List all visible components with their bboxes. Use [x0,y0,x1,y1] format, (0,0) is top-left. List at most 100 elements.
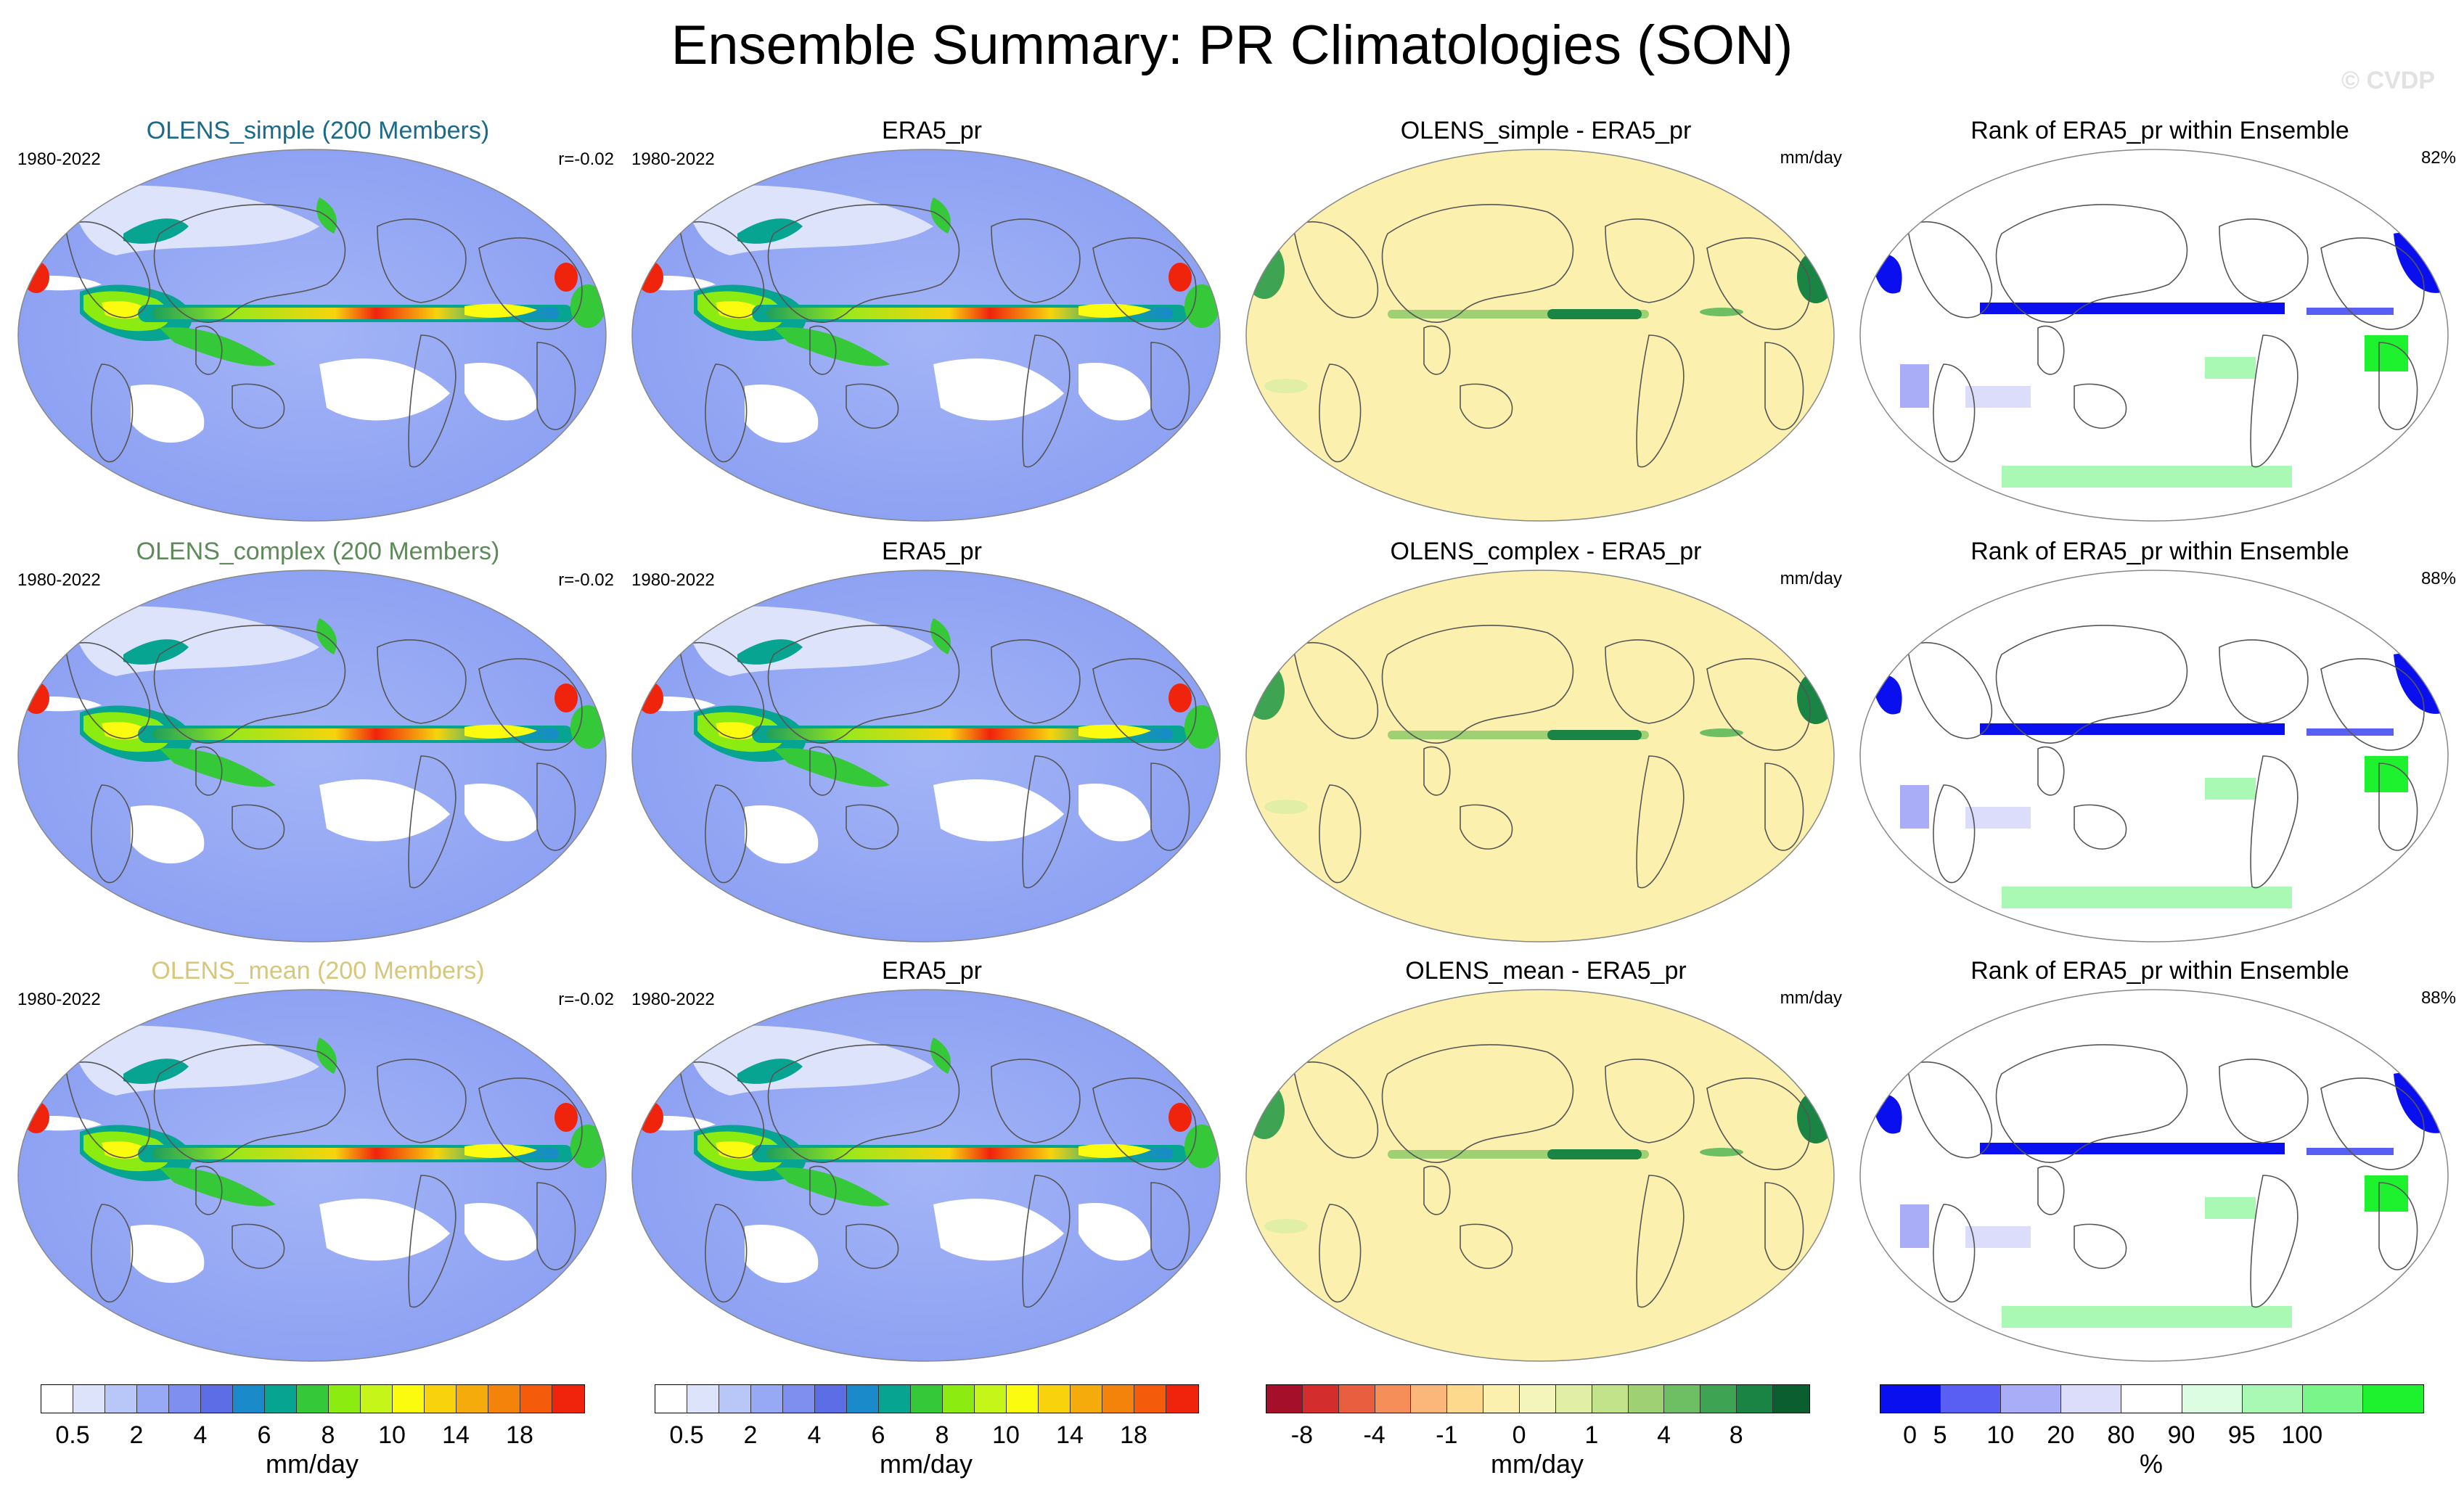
coastline-outline [65,1044,583,1308]
colorbar-swatch [879,1385,911,1413]
colorbar-swatch [975,1385,1007,1413]
colorbar-tick-label: 6 [871,1421,885,1449]
panel-title: Rank of ERA5_pr within Ensemble [1970,957,2349,985]
colorbar-tick-label: 18 [1120,1421,1147,1449]
colorbar-tick-label: 14 [1056,1421,1084,1449]
difference-colorbar: -8 -4 -1 0 1 4 8 mm/day [1266,1384,1810,1479]
colorbar-swatch [1483,1385,1520,1413]
colorbar-swatch [1039,1385,1071,1413]
robinson-map [1245,570,1835,942]
colorbar-tick-label: 10 [992,1421,1020,1449]
panel-title: Rank of ERA5_pr within Ensemble [1970,117,2349,144]
map-panel-obs-row-3: ERA5_pr 1980-2022 [629,956,1235,1363]
colorbar-swatch [1737,1385,1774,1413]
map-panel-diff-row-3: OLENS_mean - ERA5_pr mm/day [1243,956,1849,1363]
robinson-map [631,989,1221,1362]
map-panel-diff-row-2: OLENS_complex - ERA5_pr mm/day [1243,537,1849,943]
colorbar-tick-label: 4 [807,1421,822,1449]
map-panel-diff-row-1: OLENS_simple - ERA5_pr mm/day [1243,116,1849,522]
map-panel-obs-row-1: ERA5_pr 1980-2022 [629,116,1235,522]
difference-field [1246,570,1834,942]
colorbar-tick-label: 0 [1903,1421,1917,1449]
colorbar-swatch [265,1385,297,1413]
panel-title: OLENS_complex (200 Members) [136,538,500,565]
colorbar-swatch [847,1385,879,1413]
colorbar-swatch [137,1385,169,1413]
colorbar-swatch [1375,1385,1412,1413]
colorbar-tick-label: 80 [2107,1421,2135,1449]
colorbar-swatch [2362,1385,2423,1413]
robinson-map [1245,149,1835,522]
colorbar-swatch [719,1385,751,1413]
colorbar-tick-label: 8 [935,1421,949,1449]
colorbar-swatches [655,1384,1199,1413]
colorbar-tick-label: 1 [1584,1421,1599,1449]
difference-field [1246,990,1834,1361]
colorbar-swatch [1102,1385,1134,1413]
colorbar-swatch [1134,1385,1166,1413]
period-label: 1980-2022 [631,570,715,590]
colorbar-tick-label: 4 [193,1421,208,1449]
colorbar-swatch [655,1385,687,1413]
colorbar-swatches [41,1384,585,1413]
robinson-map [1859,149,2449,522]
colorbar-swatch [520,1385,552,1413]
colorbar-swatch [169,1385,201,1413]
unit-label: mm/day [1780,988,1842,1008]
colorbar-swatch [2302,1385,2363,1413]
colorbar-tick-label: 10 [378,1421,406,1449]
colorbar-swatch [201,1385,233,1413]
colorbar-unit: mm/day [265,1449,359,1479]
globe-outline [1245,570,1835,942]
colorbar-tick-label: 2 [129,1421,144,1449]
globe-outline [1859,989,2449,1362]
colorbar-swatch [1664,1385,1701,1413]
panel-title: OLENS_mean (200 Members) [151,957,485,985]
colorbar-swatch [2242,1385,2303,1413]
colorbar-tick-label: 6 [257,1421,271,1449]
colorbar-swatch [1628,1385,1665,1413]
colorbar-swatch [1773,1385,1809,1413]
coastline-outline [65,625,583,889]
colorbar-tick-label: 90 [2167,1421,2195,1449]
colorbar-swatch [233,1385,265,1413]
colorbar-swatch [361,1385,393,1413]
unit-label: mm/day [1780,569,1842,588]
colorbar-tick-label: -1 [1436,1421,1458,1449]
colorbar-tick-label: -4 [1363,1421,1386,1449]
colorbar-swatch [1302,1385,1339,1413]
colorbar-swatch [1880,1385,1941,1413]
period-label: 1980-2022 [17,570,101,590]
map-panel-ens-row-2: OLENS_complex (200 Members) 1980-2022 r=-0… [15,537,621,943]
robinson-map [631,570,1221,942]
globe-outline [17,989,607,1362]
colorbar-swatch [73,1385,105,1413]
colorbar-tick-label: 10 [1986,1421,2015,1449]
panel-title: ERA5_pr [882,117,982,144]
colorbar-swatch [783,1385,815,1413]
colorbar-swatch [457,1385,488,1413]
globe-outline [1245,149,1835,522]
panel-title: OLENS_complex - ERA5_pr [1390,538,1702,565]
rank-colorbar: 0 5 10 20 80 90 95 100% [1880,1384,2424,1479]
percent-label: 88% [2420,569,2456,588]
colorbar-swatch [1447,1385,1484,1413]
percent-label: 82% [2420,148,2456,168]
globe-outline [631,570,1221,942]
colorbar-tick-label: 95 [2227,1421,2256,1449]
colorbar-swatch [751,1385,783,1413]
colorbar-swatch [2001,1385,2062,1413]
colorbar-tick-label: -8 [1290,1421,1313,1449]
map-panel-rank-row-1: Rank of ERA5_pr within Ensemble 82% [1857,116,2463,522]
colorbar-tick-label: 0 [1512,1421,1526,1449]
colorbar-swatch [943,1385,975,1413]
colorbar-unit: mm/day [879,1449,973,1479]
colorbar-swatch [41,1385,73,1413]
colorbar-swatch [1166,1385,1198,1413]
difference-field [1246,149,1834,521]
colorbar-swatch [1411,1385,1448,1413]
panel-title: OLENS_simple (200 Members) [146,117,490,144]
coastline-outline [679,1044,1197,1308]
correlation-label: r=-0.02 [558,570,614,590]
period-label: 1980-2022 [631,990,715,1009]
